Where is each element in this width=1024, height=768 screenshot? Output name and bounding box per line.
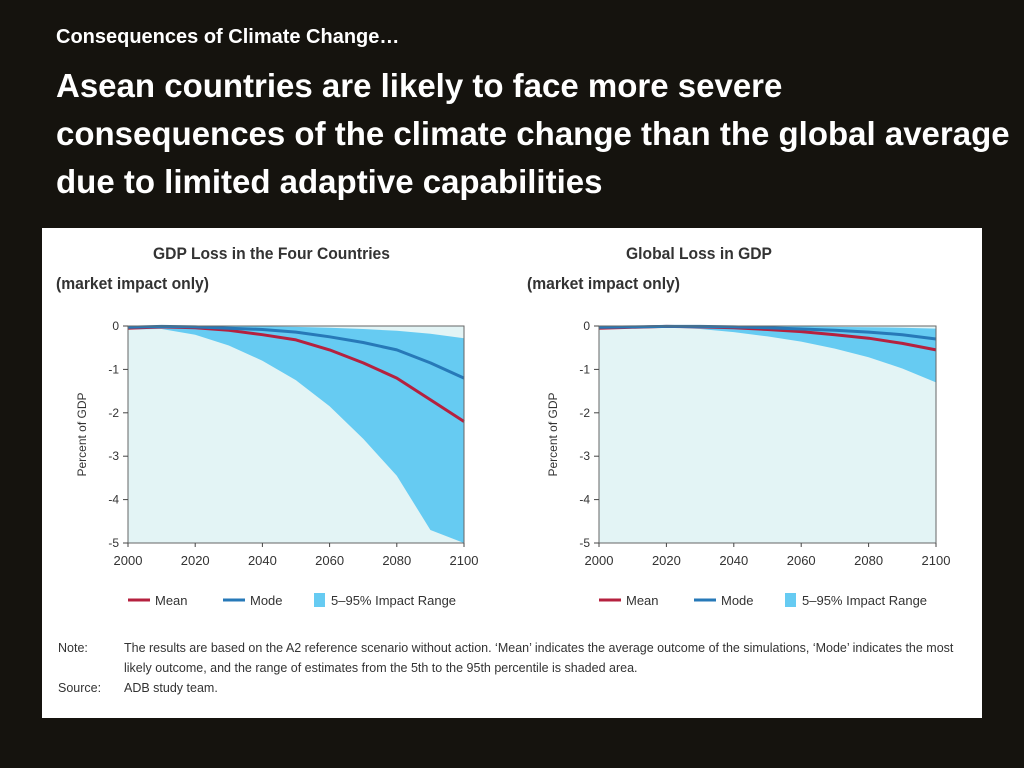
legend-label: 5–95% Impact Range: [331, 593, 456, 608]
source-label: Source:: [58, 681, 102, 695]
y-tick-label: -1: [579, 362, 590, 376]
y-tick-label: -1: [108, 362, 119, 376]
note-label: Note:: [58, 641, 88, 655]
y-tick-label: -3: [108, 449, 119, 463]
y-tick-label: -4: [579, 493, 590, 507]
chart-title-left: GDP Loss in the Four Countries: [153, 244, 390, 263]
series-line-mode: [127, 324, 465, 380]
chart-title-right: Global Loss in GDP: [626, 244, 772, 263]
plot-frame: [598, 325, 937, 544]
y-tick-label: -4: [108, 493, 119, 507]
note-text: The results are based on the A2 referenc…: [124, 641, 954, 675]
y-axis-label: Percent of GDP: [75, 392, 89, 476]
y-axis-label: Percent of GDP: [546, 392, 560, 476]
plot-frame: [127, 325, 465, 544]
x-tick-label: 2040: [248, 553, 277, 568]
legend-label: 5–95% Impact Range: [802, 593, 927, 608]
x-tick-label: 2040: [719, 553, 748, 568]
x-tick-label: 2100: [450, 553, 479, 568]
legend-label: Mode: [250, 593, 283, 608]
slide-kicker: Consequences of Climate Change…: [56, 26, 400, 48]
slide-headline: Asean countries are likely to face more …: [56, 67, 1010, 200]
x-tick-label: 2000: [114, 553, 143, 568]
legend-swatch: [785, 593, 796, 607]
legend-swatch: [314, 593, 325, 607]
x-tick-label: 2060: [315, 553, 344, 568]
y-tick-label: -5: [579, 536, 590, 550]
x-tick-label: 2020: [181, 553, 210, 568]
y-tick-label: 0: [583, 319, 590, 333]
impact-range-band: [128, 326, 464, 543]
series-line-mode: [598, 324, 937, 341]
charts-svg: 0 -1 -2 -3 -4 -5 2000 2020 2040 2060 2080 2100 Perce…: [75, 319, 950, 608]
x-tick-label: 2020: [652, 553, 681, 568]
figure-panel: GDP Loss in the Four Countries (market i…: [42, 228, 982, 718]
chart-left: 0 -1 -2 -3 -4 -5 2000 2020 2040 2060 2080 2100 Perce…: [75, 319, 478, 608]
chart-subtitle-right: (market impact only): [527, 274, 680, 293]
y-tick-label: -3: [579, 449, 590, 463]
legend-label: Mean: [155, 593, 188, 608]
source-text: ADB study team.: [124, 681, 218, 695]
legend-label: Mean: [626, 593, 659, 608]
impact-range-band: [599, 326, 936, 383]
x-tick-label: 2060: [787, 553, 816, 568]
x-tick-label: 2080: [382, 553, 411, 568]
x-tick-label: 2000: [585, 553, 614, 568]
y-tick-label: 0: [112, 319, 119, 333]
chart-right: 0 -1 -2 -3 -4 -5 2000 2020 2040 2060 2080 2100 Perce…: [546, 319, 950, 608]
x-tick-label: 2080: [854, 553, 883, 568]
legend-label: Mode: [721, 593, 754, 608]
y-tick-label: -5: [108, 536, 119, 550]
y-tick-label: -2: [579, 406, 590, 420]
x-tick-label: 2100: [922, 553, 951, 568]
y-tick-label: -2: [108, 406, 119, 420]
chart-subtitle-left: (market impact only): [56, 274, 209, 293]
plot-area: [599, 326, 936, 543]
